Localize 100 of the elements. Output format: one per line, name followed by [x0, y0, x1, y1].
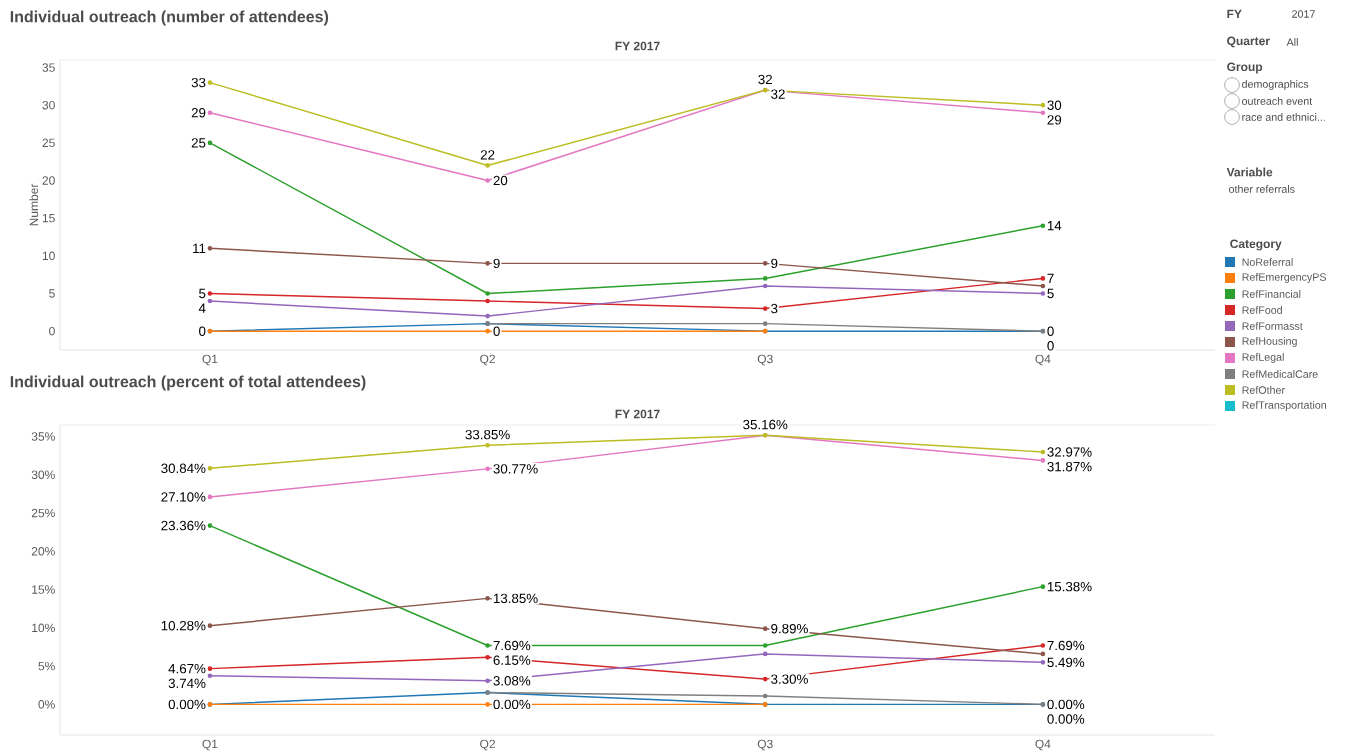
data-label: 22 — [480, 150, 495, 160]
data-label: 27.10% — [161, 492, 206, 502]
point — [762, 643, 768, 648]
data-label: 5.49% — [1047, 657, 1085, 668]
chart-title: Individual outreach (percent of total attendees) — [10, 375, 366, 391]
data-label: 32 — [771, 89, 785, 99]
y-tick-label: 0% — [38, 700, 55, 709]
text: Variable — [1226, 167, 1273, 177]
data-label: 9 — [771, 258, 778, 269]
data-label: 4 — [198, 303, 206, 313]
point — [1040, 283, 1046, 289]
x-tick-label: Q1 — [202, 354, 218, 366]
point — [1040, 110, 1046, 116]
data-label: 3.30% — [771, 674, 808, 684]
data-label: 13.85% — [493, 593, 538, 604]
point — [207, 494, 213, 500]
point — [207, 523, 213, 528]
point — [1040, 643, 1046, 648]
text: Quarter — [1227, 36, 1270, 48]
data-label: 25 — [191, 138, 206, 148]
text: 2017 — [1292, 10, 1315, 18]
data-label: 3 — [771, 303, 778, 314]
legend-label: RefFood — [1242, 306, 1282, 315]
text: Group — [1227, 62, 1263, 74]
point — [485, 702, 490, 707]
legend-label: RefTransportation — [1242, 401, 1327, 412]
x-tick-label: Q2 — [480, 354, 495, 366]
y-tick-label: 0 — [49, 327, 55, 336]
point — [485, 261, 490, 266]
data-label: 4.67% — [168, 664, 206, 674]
y-axis-title: Number — [29, 183, 39, 226]
data-label: 30 — [1047, 100, 1062, 110]
point — [762, 261, 768, 266]
x-tick-label: Q4 — [1035, 354, 1051, 366]
data-label: 9 — [493, 258, 500, 269]
data-label: 0.00% — [168, 699, 206, 710]
text: FY — [1227, 9, 1242, 19]
point — [1040, 223, 1046, 229]
point — [485, 163, 490, 168]
legend-label: RefEmergencyPS — [1242, 273, 1326, 284]
point — [485, 313, 490, 319]
data-label: 35.16% — [743, 419, 788, 430]
data-label: 7.69% — [493, 640, 531, 651]
data-label: 7 — [1047, 273, 1054, 284]
y-tick-label: 35 — [42, 63, 55, 72]
point — [762, 276, 768, 281]
data-label: 6.15% — [493, 655, 531, 665]
point — [207, 291, 213, 296]
data-label: 5 — [199, 288, 206, 299]
legend-label: RefFinancial — [1242, 290, 1301, 299]
point — [1040, 276, 1046, 281]
data-label: 0.00% — [1047, 714, 1085, 724]
x-tick-label: Q3 — [757, 354, 773, 366]
y-tick-label: 30 — [42, 101, 55, 110]
point — [207, 666, 213, 672]
data-label: 5 — [1047, 288, 1054, 299]
data-label: 32.97% — [1047, 447, 1092, 457]
data-label: 15.38% — [1047, 582, 1092, 592]
point — [485, 298, 490, 304]
x-tick-label: Q4 — [1035, 739, 1051, 751]
data-label: 11 — [193, 243, 206, 253]
legend-label: RefFormasst — [1242, 322, 1303, 330]
data-label: 29 — [191, 108, 206, 118]
point — [207, 246, 213, 251]
point — [485, 643, 490, 648]
legend-label: RefLegal — [1242, 353, 1284, 364]
y-tick-label: 10 — [42, 251, 55, 261]
data-label: 23.36% — [161, 520, 206, 531]
y-tick-label: 5% — [38, 661, 55, 671]
data-label: 30.84% — [161, 463, 206, 474]
chart-title: Individual outreach (number of attendees) — [10, 10, 329, 26]
point — [207, 298, 213, 304]
point — [207, 80, 213, 86]
data-label: 9.89% — [771, 624, 808, 634]
data-label: 33.85% — [465, 429, 510, 440]
point — [485, 178, 490, 183]
text: demographics — [1242, 80, 1309, 91]
data-label: 3.74% — [168, 678, 206, 689]
data-label: 0 — [1047, 326, 1054, 336]
data-label: 32 — [758, 74, 772, 85]
data-label: 30.77% — [493, 464, 538, 474]
data-label: 29 — [1047, 115, 1062, 125]
data-label: 7.69% — [1047, 640, 1085, 651]
y-tick-label: 35% — [31, 432, 55, 441]
legend-label: NoReferral — [1242, 258, 1293, 267]
data-label: 0 — [1047, 341, 1054, 351]
point — [485, 678, 490, 684]
x-tick-label: Q3 — [757, 739, 773, 751]
y-tick-label: 25 — [42, 138, 55, 148]
point — [762, 626, 768, 632]
y-tick-label: 25% — [31, 508, 55, 518]
y-tick-label: 10% — [32, 623, 55, 633]
point — [207, 623, 213, 629]
point — [207, 673, 213, 679]
y-tick-label: 5 — [49, 289, 55, 298]
legend-label: RefHousing — [1242, 337, 1297, 348]
legend-title: Category — [1230, 239, 1282, 251]
legend-label: RefOther — [1242, 386, 1285, 395]
point — [207, 140, 213, 146]
y-tick-label: 15% — [32, 585, 55, 594]
